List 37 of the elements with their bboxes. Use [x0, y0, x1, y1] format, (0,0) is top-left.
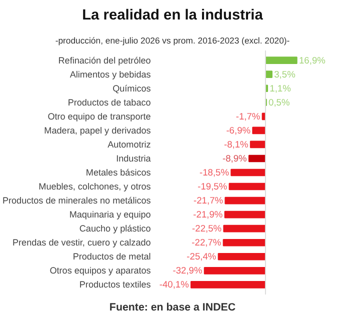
data-label: -1,7% [236, 111, 260, 122]
data-label: -40,1% [159, 280, 189, 290]
data-label: -8,9% [222, 153, 247, 164]
y-tick-label: Otro equipo de transporte [48, 111, 151, 122]
y-tick-label: Muebles, colchones, y otros [38, 182, 152, 192]
y-tick-label: Prendas de vestir, cuero y calzado [12, 238, 151, 248]
y-tick-label: Industria [116, 153, 152, 164]
data-label: -18,5% [199, 168, 230, 178]
y-tick-label: Productos de tabaco [68, 97, 151, 108]
y-tick-label: Químicos [112, 83, 152, 94]
data-label: -22,5% [192, 224, 222, 234]
data-label: -32,9% [172, 266, 202, 276]
y-tick-label: Productos textiles [79, 280, 152, 290]
chart-title: La realidad en la industria [82, 8, 264, 24]
y-tick-label: Maquinaria y equipo [69, 210, 151, 220]
y-tick-label: Refinación del petróleo [58, 55, 151, 66]
data-label: -19,5% [198, 182, 228, 192]
data-label: -25,4% [186, 252, 216, 262]
data-label: 3,5% [274, 69, 296, 80]
y-tick-label: Productos de metal [72, 252, 151, 262]
data-label: 16,9% [298, 55, 326, 66]
data-label: 0,5% [268, 97, 290, 108]
source-note: Fuente: en base a INDEC [109, 302, 236, 314]
y-tick-label: Madera, papel y derivados [44, 125, 152, 136]
data-label: 1,1% [270, 83, 291, 94]
data-label: -6,9% [226, 125, 251, 136]
data-label: -8,1% [224, 139, 248, 150]
y-tick-label: Automotriz [108, 139, 152, 150]
y-tick-label: Metales básicos [86, 168, 152, 178]
chart-subtitle: -producción, ene-julio 2026 vs prom. 2016-2023 (excl. 2020)- [55, 36, 290, 46]
y-tick-label: Alimentos y bebidas [70, 69, 152, 80]
data-label: -21,9% [193, 210, 223, 220]
y-tick-label: Otros equipos y aparatos [50, 266, 152, 276]
y-tick-label: Productos de minerales no metálicos [2, 196, 152, 206]
data-label: -21,7% [194, 196, 224, 206]
y-tick-label: Caucho y plástico [79, 224, 151, 234]
data-label: -22,7% [192, 238, 222, 248]
